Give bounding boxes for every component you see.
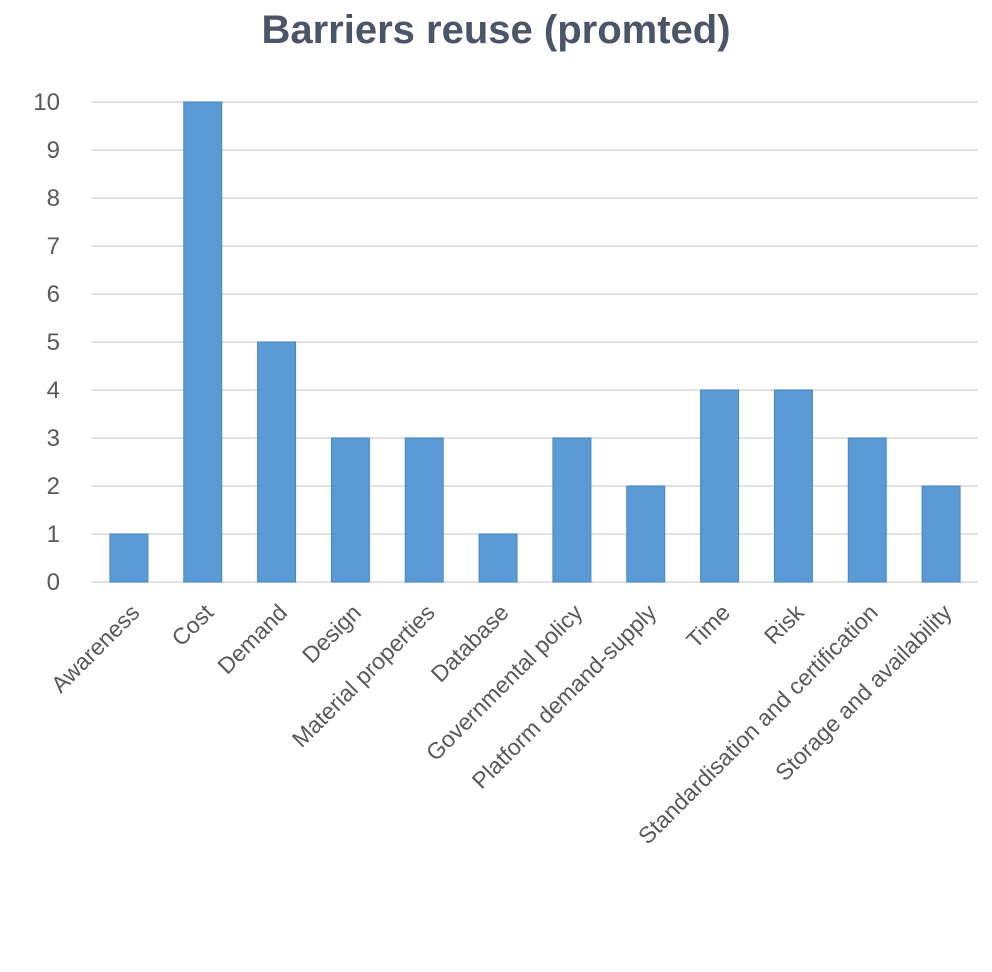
x-category-label: Material properties [287, 599, 440, 752]
y-tick-label: 3 [47, 425, 60, 452]
y-tick-label: 9 [47, 137, 60, 164]
y-tick-label: 10 [33, 89, 60, 116]
y-tick-label: 7 [47, 233, 60, 260]
bar [921, 485, 961, 583]
x-category-label: Demand [212, 599, 292, 679]
bar [773, 389, 813, 583]
y-tick-label: 6 [47, 281, 60, 308]
bar [109, 533, 149, 583]
x-category-label: Cost [166, 599, 218, 651]
bar [257, 341, 297, 583]
chart-title: Barriers reuse (promted) [261, 8, 731, 52]
y-tick-label: 2 [47, 473, 60, 500]
bar [552, 437, 592, 583]
bar [478, 533, 518, 583]
bar [847, 437, 887, 583]
y-tick-label: 5 [47, 329, 60, 356]
x-category-label: Risk [759, 599, 809, 649]
y-tick-label: 8 [47, 185, 60, 212]
bar [700, 389, 740, 583]
x-category-label: Time [681, 599, 735, 653]
x-category-label: Awareness [46, 599, 145, 698]
x-category-label: Design [297, 599, 366, 668]
bar [330, 437, 370, 583]
y-tick-label: 1 [47, 521, 60, 548]
bar [183, 101, 223, 583]
y-tick-label: 0 [47, 569, 60, 596]
y-tick-label: 4 [47, 377, 60, 404]
bar [404, 437, 444, 583]
bar [626, 485, 666, 583]
